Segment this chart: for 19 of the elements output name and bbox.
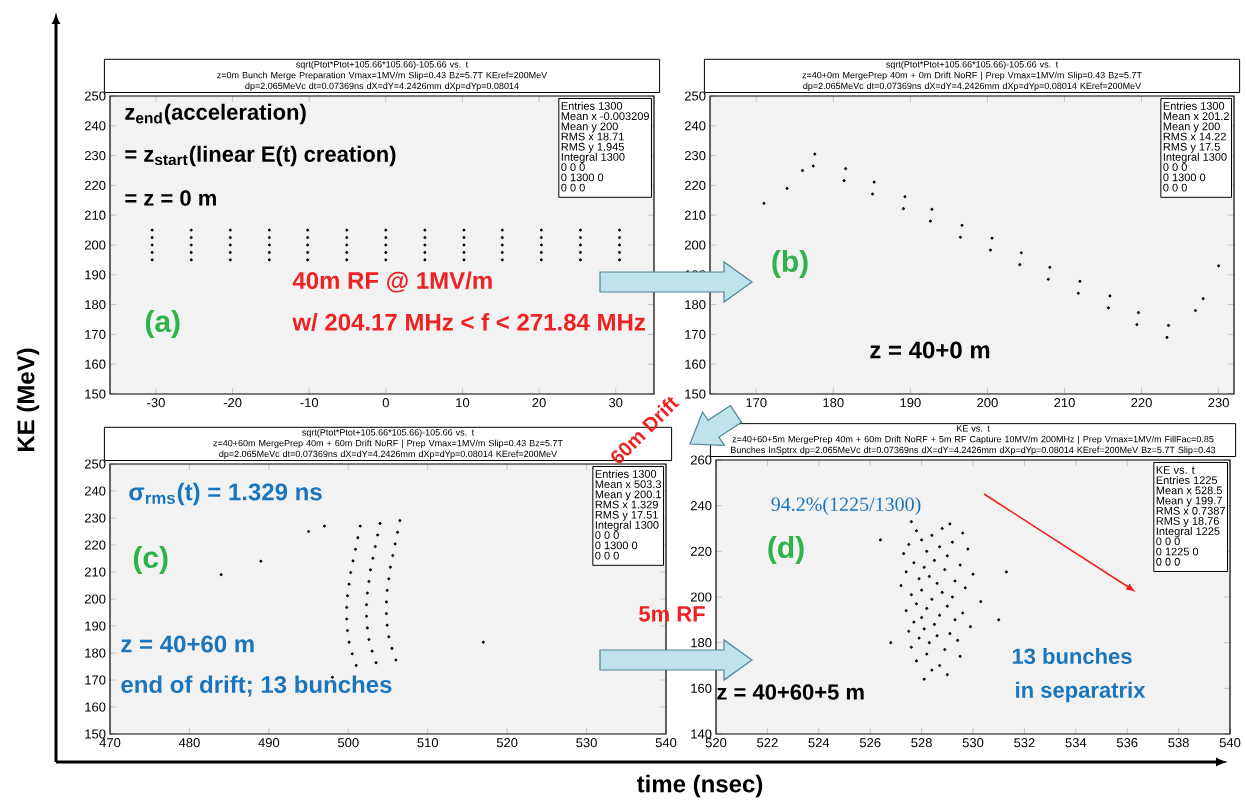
y-axis-title: KE (MeV) <box>16 348 40 452</box>
annotation: = z = 0 m <box>125 190 216 206</box>
annotation: σ$_{rms}$(t) = 1.329 ns <box>129 482 322 506</box>
x-axis-title: time (nsec) <box>636 774 763 798</box>
annotation: 13 bunches <box>1012 647 1132 665</box>
annotation: = z$_{start}$(linear E(t) creation) <box>125 145 396 167</box>
annotation: z$_{end}$(acceleration) <box>125 103 306 125</box>
annotation: (b) <box>772 250 808 278</box>
annotation: (c) <box>133 546 168 574</box>
annotation: in separatrix <box>1016 681 1146 703</box>
annotation: z = 40+60 m <box>121 635 254 653</box>
annotation: z = 40+60+5 m <box>717 684 864 700</box>
annotation: z = 40+0 m <box>870 341 990 359</box>
annotation: (d) <box>768 536 804 564</box>
annotation: (a) <box>145 310 180 338</box>
annotation: w/ 204.17 MHz < f < 271.84 MHz <box>292 313 645 331</box>
annotation: 40m RF @ 1MV/m <box>292 271 492 293</box>
annotation: end of drift; 13 bunches <box>121 675 392 697</box>
annotation: 94.2%(1225/1300) <box>771 496 921 516</box>
